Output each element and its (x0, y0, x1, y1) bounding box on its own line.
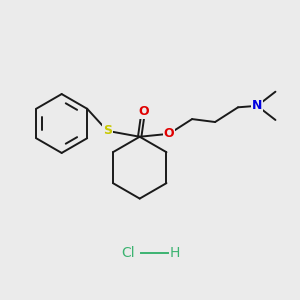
Text: S: S (103, 124, 112, 137)
Text: O: O (164, 127, 175, 140)
Text: H: H (170, 246, 180, 260)
Text: O: O (138, 105, 148, 118)
Text: Cl: Cl (121, 246, 135, 260)
Text: N: N (252, 99, 262, 112)
